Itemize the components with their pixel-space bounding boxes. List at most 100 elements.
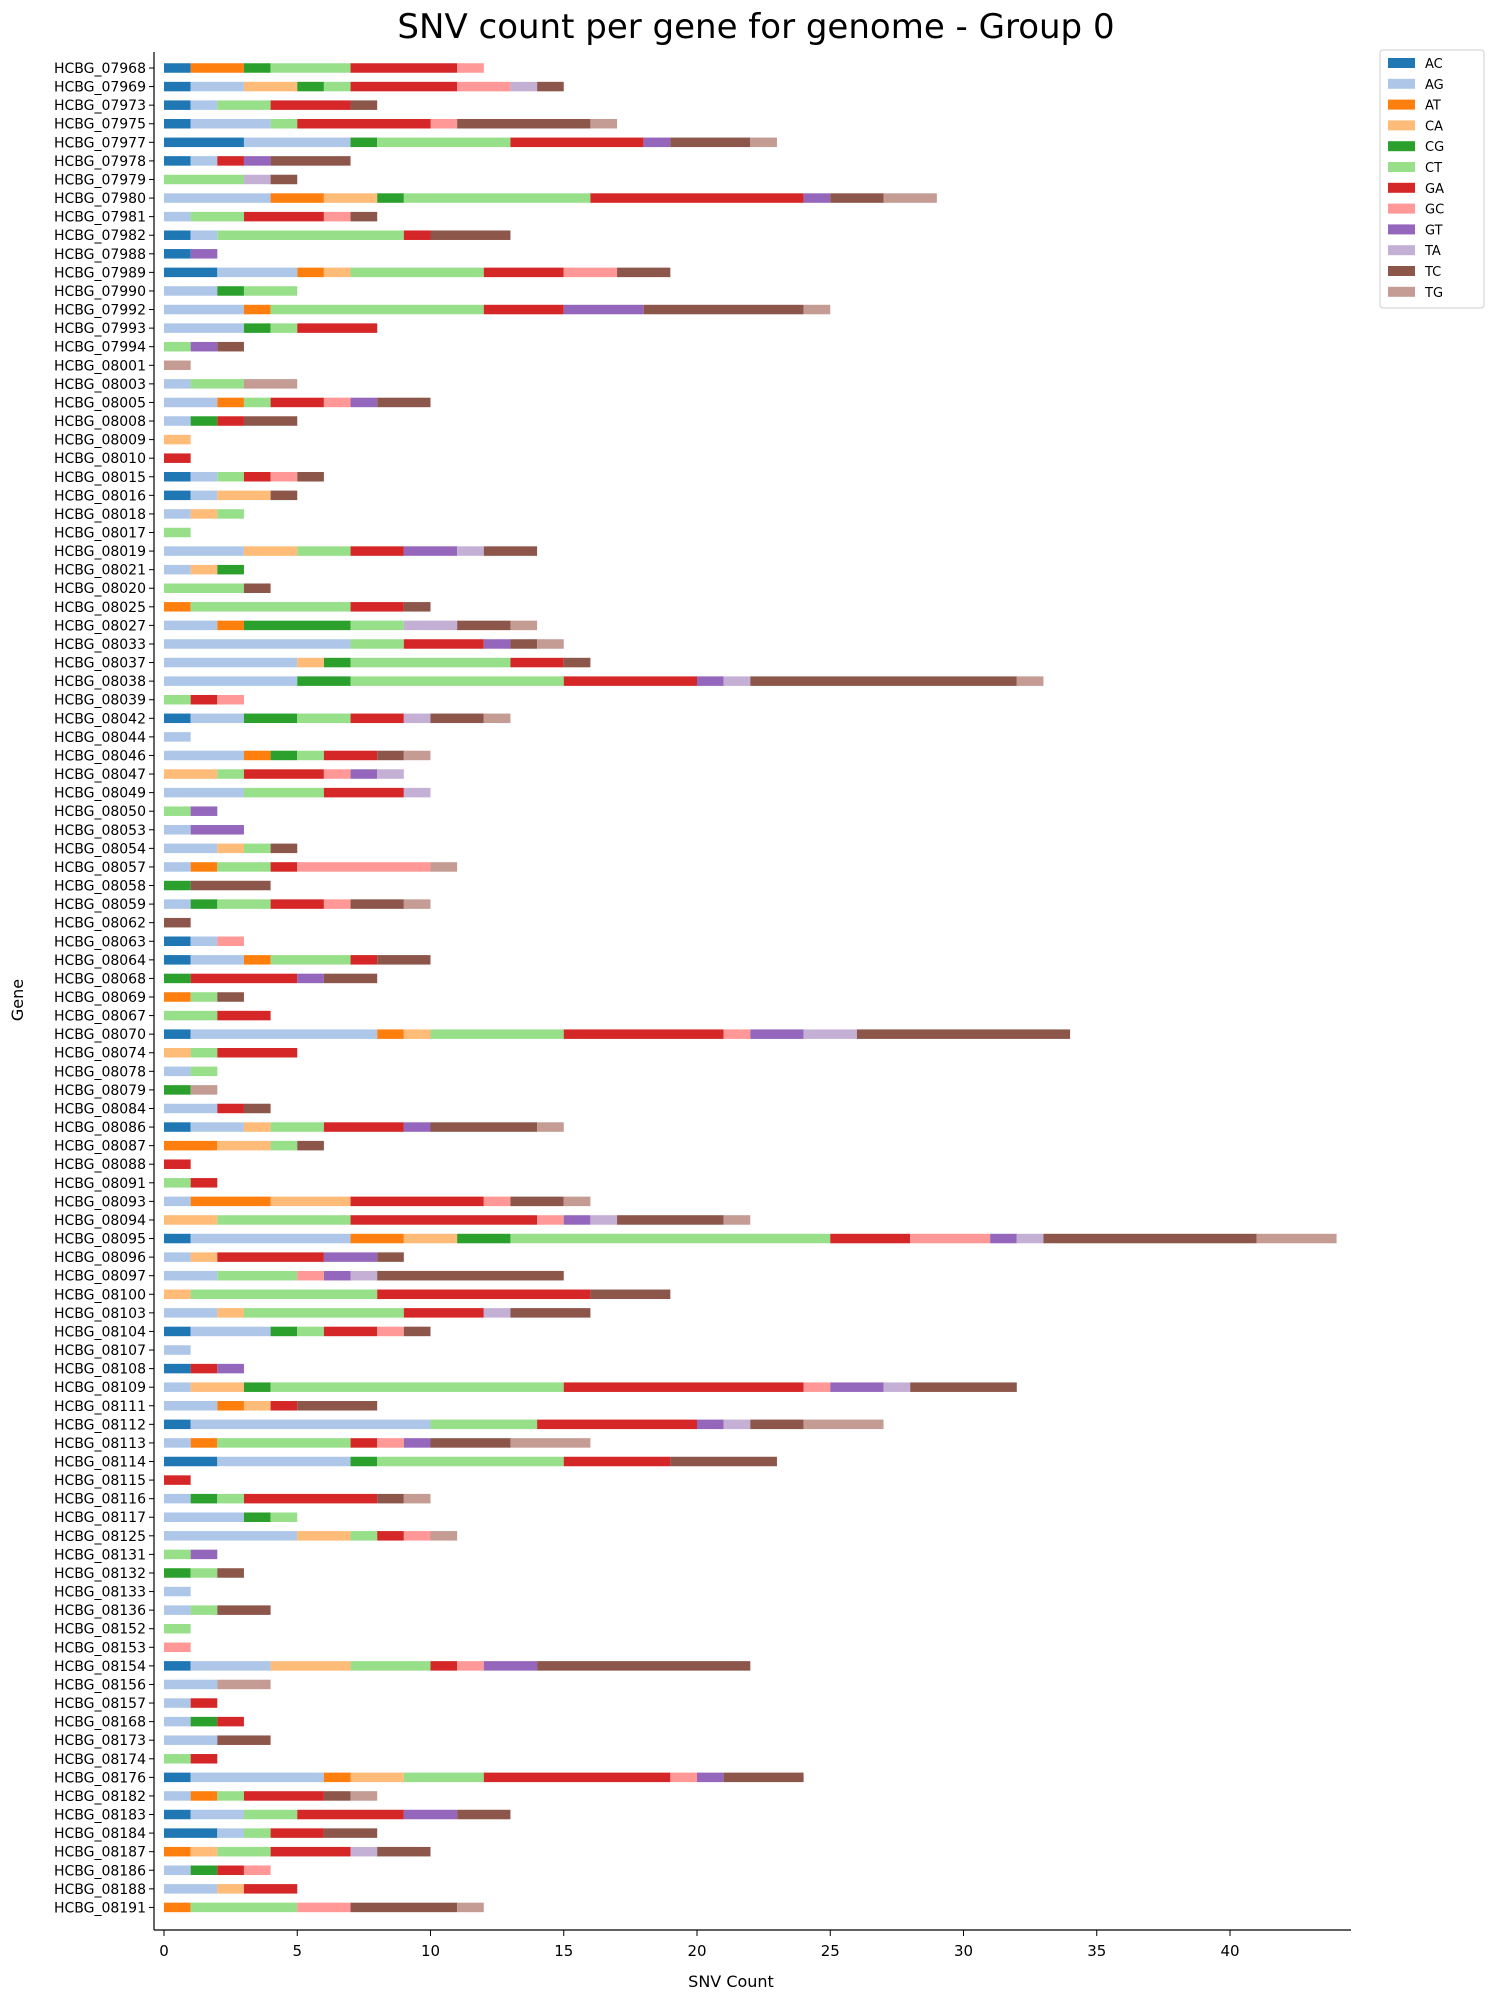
bar-segment-HCBG_08070-AC: [164, 1029, 191, 1039]
bar-segment-HCBG_08016-CA: [217, 490, 271, 501]
legend: AC AG AT CA CG CT GA GC GT TA TC TG: [1379, 49, 1485, 309]
bar-segment-HCBG_08068-TC: [323, 973, 378, 984]
bar-segment-HCBG_08176-CT: [403, 1772, 484, 1783]
bar-segment-HCBG_08025-TC: [403, 602, 431, 612]
bar-segment-HCBG_08059-GC: [323, 899, 351, 909]
y-tick-label: HCBG_08015: [54, 470, 146, 486]
y-tick-label: HCBG_08176: [54, 1770, 146, 1786]
y-tick-label: HCBG_07993: [54, 321, 146, 337]
bar-segment-HCBG_08103-CA: [217, 1308, 244, 1318]
y-tick-label: HCBG_08018: [54, 507, 146, 523]
bar-segment-HCBG_08136-TC: [217, 1605, 271, 1615]
bar-segment-HCBG_07977-AC: [164, 137, 244, 148]
bar-segment-HCBG_08191-CT: [190, 1902, 298, 1913]
bar-segment-HCBG_08187-CA: [190, 1846, 218, 1857]
bar-segment-HCBG_08019-TC: [483, 546, 538, 556]
x-tick-labels: 0 5 10 15 20 25 30 35 40: [159, 1930, 1240, 1960]
bar-segment-HCBG_08038-GT: [697, 676, 724, 686]
bar-segment-HCBG_08086-CT: [270, 1122, 324, 1132]
bar-segment-HCBG_08168-CG: [190, 1716, 218, 1727]
bar-segment-HCBG_08042-CG: [243, 713, 298, 724]
bar-segment-HCBG_08015-AC: [164, 472, 191, 482]
bar-segment-HCBG_08046-GA: [323, 750, 378, 761]
bar-segment-HCBG_07977-TC: [670, 137, 751, 148]
bar-segment-HCBG_07977-TG: [750, 137, 777, 148]
bar-segment-HCBG_08033-CT: [350, 639, 404, 649]
bar-segment-HCBG_07978-GT: [243, 156, 271, 166]
bar-segment-HCBG_08064-CT: [270, 955, 351, 965]
bar-segment-HCBG_08050-GT: [190, 806, 218, 816]
bar-segment-HCBG_08095-TA: [1016, 1233, 1044, 1244]
bar-segment-HCBG_08176-AC: [164, 1772, 191, 1783]
bar-segment-HCBG_08027-TA: [403, 620, 458, 631]
bar-segment-HCBG_07968-AC: [164, 63, 191, 73]
bar-segment-HCBG_08168-AG: [164, 1716, 191, 1727]
bar-segment-HCBG_07982-TC: [430, 230, 511, 240]
bar-segment-HCBG_08094-TA: [590, 1215, 618, 1225]
bar-segment-HCBG_08064-AT: [243, 955, 271, 965]
y-tick-label: HCBG_08057: [54, 860, 146, 876]
bar-segment-HCBG_08097-TC: [377, 1270, 564, 1281]
x-tick-label: 0: [159, 1942, 169, 1960]
bar-segment-HCBG_08042-TA: [403, 713, 431, 724]
bar-segment-HCBG_08184-GA: [270, 1828, 324, 1838]
y-tick-label: HCBG_08003: [54, 377, 146, 393]
bar-segment-HCBG_08176-GA: [483, 1772, 671, 1783]
bar-segment-HCBG_08184-AG: [217, 1828, 244, 1838]
bar-segment-HCBG_08005-AG: [164, 397, 218, 408]
bar-segment-HCBG_08183-GA: [297, 1809, 404, 1820]
bar-segment-HCBG_07979-TC: [270, 174, 298, 185]
bar-segment-HCBG_08104-CT: [297, 1326, 324, 1337]
bar-segment-HCBG_08112-TG: [803, 1419, 884, 1430]
bar-segment-HCBG_07981-GA: [243, 211, 324, 222]
bar-segment-HCBG_07968-CT: [270, 63, 351, 73]
y-tick-label: HCBG_08103: [54, 1306, 146, 1322]
bar-segment-HCBG_08154-AC: [164, 1661, 191, 1671]
y-tick-label: HCBG_08173: [54, 1733, 146, 1749]
bar-segment-HCBG_08050-CT: [164, 806, 191, 816]
bar-segment-HCBG_08053-AG: [164, 825, 191, 835]
bar-segment-HCBG_08100-CT: [190, 1289, 378, 1300]
bar-segment-HCBG_08188-CA: [217, 1884, 244, 1894]
bar-segment-HCBG_07992-AG: [164, 304, 244, 315]
bar-segment-HCBG_08020-TC: [243, 583, 271, 593]
bar-segment-HCBG_08018-CT: [217, 509, 244, 519]
bar-segment-HCBG_08113-GA: [350, 1438, 378, 1448]
bar-segment-HCBG_08033-GA: [403, 639, 484, 649]
y-tick-label: HCBG_07988: [54, 247, 146, 263]
bar-segment-HCBG_08067-CT: [164, 1010, 218, 1021]
y-tick-label: HCBG_07973: [54, 98, 146, 114]
bar-segment-HCBG_08113-TC: [430, 1438, 511, 1448]
bar-segment-HCBG_08186-GC: [243, 1865, 271, 1876]
y-tick-label: HCBG_08116: [54, 1492, 146, 1508]
bar-segment-HCBG_08027-CG: [243, 620, 351, 631]
bar-segment-HCBG_08114-AC: [164, 1456, 218, 1467]
bar-segment-HCBG_08096-CA: [190, 1252, 218, 1262]
bar-segment-HCBG_08154-TC: [537, 1661, 751, 1671]
bar-segment-HCBG_08049-TA: [403, 787, 431, 798]
bar-segment-HCBG_08079-CG: [164, 1085, 191, 1095]
bar-segment-HCBG_08131-CT: [164, 1549, 191, 1560]
bar-segment-HCBG_08037-GA: [510, 657, 564, 668]
bar-segment-HCBG_08059-AG: [164, 899, 191, 909]
bar-segment-HCBG_08059-CT: [217, 899, 271, 909]
bar-segment-HCBG_07968-GC: [457, 63, 484, 73]
bar-segment-HCBG_08184-CT: [243, 1828, 271, 1838]
bar-segment-HCBG_08042-CT: [297, 713, 351, 724]
bar-segment-HCBG_08109-GC: [803, 1382, 831, 1392]
bar-segment-HCBG_07968-AT: [190, 63, 244, 73]
bar-segment-HCBG_08070-AG: [190, 1029, 378, 1039]
legend-swatch-AC: [1388, 58, 1415, 68]
bar-segment-HCBG_08053-GT: [190, 825, 244, 835]
bar-segment-HCBG_08125-GA: [377, 1531, 404, 1541]
bar-segment-HCBG_07992-GT: [563, 304, 644, 315]
bar-segment-HCBG_08156-AG: [164, 1679, 218, 1690]
bar-segment-HCBG_07977-CG: [350, 137, 378, 148]
bar-segment-HCBG_08117-CG: [243, 1512, 271, 1522]
bar-segment-HCBG_08008-CG: [190, 416, 218, 426]
bar-segment-HCBG_08005-GC: [323, 397, 351, 408]
y-tick-label: HCBG_08191: [54, 1900, 146, 1916]
bar-segment-HCBG_08001-TG: [164, 360, 191, 371]
bar-segment-HCBG_08097-AG: [164, 1270, 218, 1281]
bar-segment-HCBG_08005-TC: [377, 397, 431, 408]
